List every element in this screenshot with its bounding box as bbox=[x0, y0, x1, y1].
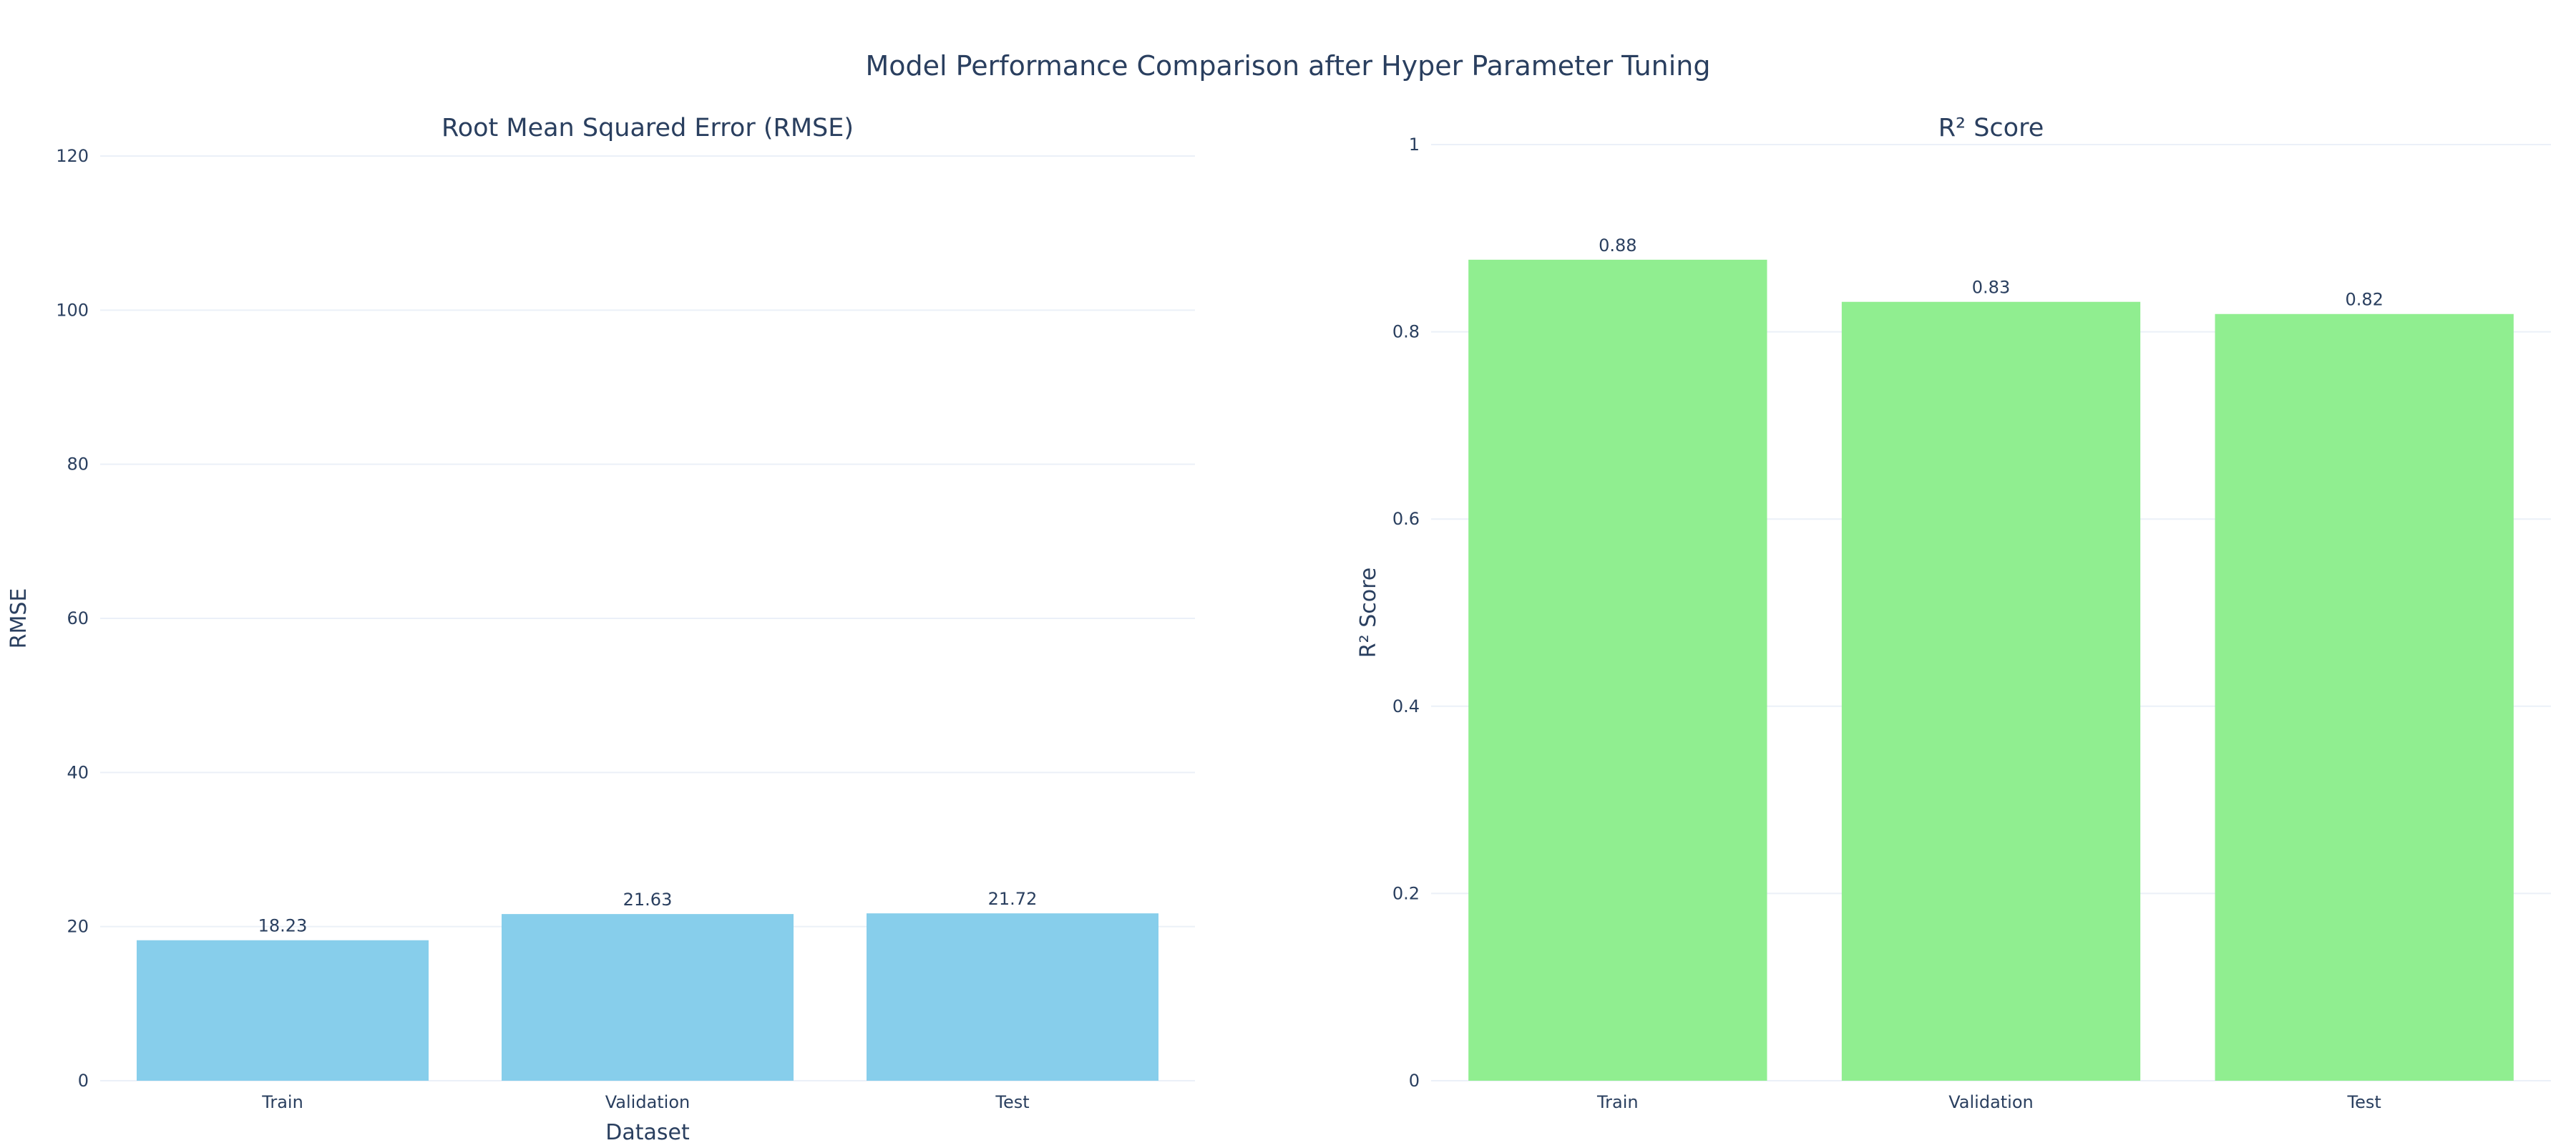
y-tick-label: 0.6 bbox=[1392, 509, 1420, 529]
bar-train bbox=[137, 940, 429, 1081]
bar-validation bbox=[1841, 301, 2141, 1081]
subplot-title: Root Mean Squared Error (RMSE) bbox=[441, 114, 854, 142]
y-tick-label: 40 bbox=[67, 762, 89, 782]
main-title: Model Performance Comparison after Hyper… bbox=[865, 50, 1710, 82]
y-tick-label: 100 bbox=[56, 300, 89, 320]
bar-validation bbox=[502, 914, 794, 1081]
y-tick-label: 0.2 bbox=[1392, 883, 1420, 903]
bar-test bbox=[2215, 313, 2514, 1081]
x-tick-label: Test bbox=[2347, 1092, 2381, 1112]
data-label: 0.88 bbox=[1599, 235, 1636, 256]
data-label: 21.63 bbox=[623, 890, 673, 910]
y-tick-label: 0.4 bbox=[1392, 696, 1420, 716]
x-axis-title: Dataset bbox=[605, 1120, 690, 1145]
x-tick-label: Validation bbox=[605, 1092, 691, 1112]
data-label: 0.83 bbox=[1972, 278, 2010, 298]
y-tick-label: 0 bbox=[1409, 1071, 1420, 1091]
y-axis-title: R² Score bbox=[1356, 568, 1381, 658]
data-label: 21.72 bbox=[988, 889, 1038, 909]
y-tick-label: 20 bbox=[67, 917, 89, 937]
y-tick-label: 80 bbox=[67, 454, 89, 475]
data-label: 0.82 bbox=[2345, 290, 2383, 310]
subplot-2: 0 0.2 0.4 0.6 0.8 1 0.88 Train 0.83 Validation 0.8… bbox=[1356, 114, 2551, 1112]
y-tick-label: 60 bbox=[67, 608, 89, 628]
x-tick-label: Train bbox=[261, 1092, 303, 1112]
x-tick-label: Test bbox=[995, 1092, 1029, 1112]
bar-train bbox=[1468, 259, 1767, 1081]
subplot-title: R² Score bbox=[1938, 114, 2044, 142]
y-tick-label: 120 bbox=[56, 146, 89, 166]
x-tick-label: Train bbox=[1596, 1092, 1639, 1112]
y-tick-label: 0 bbox=[78, 1071, 89, 1091]
y-tick-label: 0.8 bbox=[1392, 322, 1420, 342]
subplot-1: 0 20 40 60 80 100 120 18.23 Train 21.63 Validation… bbox=[6, 114, 1195, 1145]
y-tick-label: 1 bbox=[1409, 135, 1420, 155]
x-tick-label: Validation bbox=[1948, 1092, 2034, 1112]
bar-test bbox=[867, 913, 1158, 1081]
y-axis-title: RMSE bbox=[6, 588, 31, 649]
data-label: 18.23 bbox=[258, 916, 308, 936]
